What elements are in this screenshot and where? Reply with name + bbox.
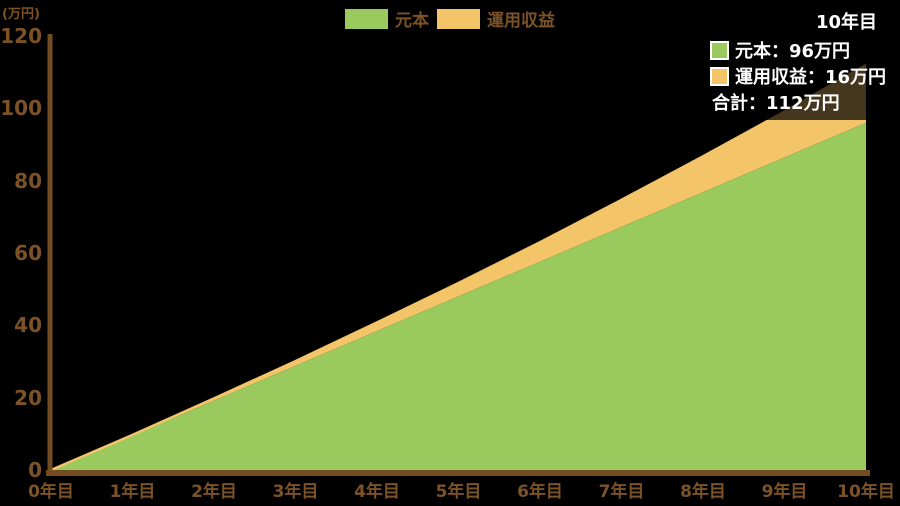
x-tick-label-2: 2年目 — [191, 482, 237, 502]
y-tick-label-100: 100 — [0, 96, 42, 121]
x-tick-label-3: 3年目 — [272, 482, 319, 502]
y-tick-label-0: 0 — [28, 458, 42, 482]
hover-tooltip: 元本：96万円 運用収益：16万円 合計：112万円 — [702, 31, 898, 120]
tooltip-total-value: 合計：112万円 — [712, 93, 840, 114]
x-tick-label-0: 0年目 — [28, 482, 74, 502]
legend-item-returns[interactable]: 運用収益 — [437, 6, 555, 31]
tooltip-principal-value: 元本：96万円 — [735, 41, 851, 62]
principal-area — [51, 122, 866, 471]
x-tick-label-7: 7年目 — [598, 482, 645, 502]
tooltip-principal-swatch-icon — [710, 40, 729, 60]
principal-swatch-icon — [345, 8, 388, 29]
y-tick-label-40: 40 — [14, 313, 42, 338]
tooltip-row-principal: 元本：96万円 — [710, 37, 890, 63]
tooltip-returns-swatch-icon — [710, 66, 729, 86]
y-axis-line — [47, 34, 53, 474]
x-axis-line — [46, 470, 870, 476]
legend-item-principal[interactable]: 元本 — [345, 6, 429, 31]
x-tick-label-1: 1年目 — [109, 482, 156, 502]
hover-year-label: 10年目 — [815, 12, 877, 33]
legend-label-returns: 運用収益 — [487, 11, 555, 31]
returns-swatch-icon — [437, 8, 480, 29]
y-tick-label-120: 120 — [0, 24, 42, 48]
y-axis-unit-label: (万円) — [2, 7, 40, 22]
x-tick-label-6: 6年目 — [517, 482, 563, 502]
y-tick-label-20: 20 — [14, 385, 42, 410]
y-tick-label-80: 80 — [14, 168, 42, 193]
tooltip-row-returns: 運用収益：16万円 — [710, 63, 890, 89]
x-tick-label-8: 8年目 — [680, 482, 726, 502]
legend-label-principal: 元本 — [395, 11, 429, 31]
x-tick-label-9: 9年目 — [761, 482, 808, 502]
tooltip-returns-value: 運用収益：16万円 — [735, 67, 887, 88]
total-line — [50, 63, 867, 472]
chart-legend: 元本 運用収益 — [345, 6, 555, 31]
x-tick-label-10: 10年目 — [837, 482, 895, 502]
y-tick-label-60: 60 — [14, 241, 42, 265]
x-tick-label-4: 4年目 — [354, 482, 400, 502]
x-tick-label-5: 5年目 — [435, 482, 482, 502]
